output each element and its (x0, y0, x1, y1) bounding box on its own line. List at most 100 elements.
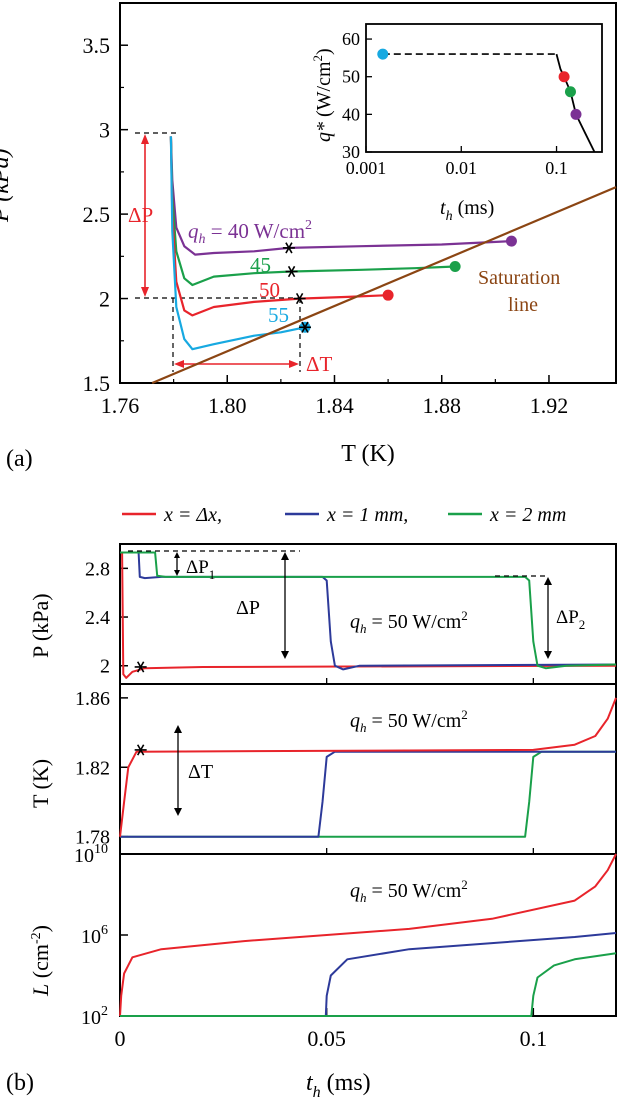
inset-ylabel: q* (W/cm2) (310, 48, 335, 142)
panel-b-pressure-chart: 2 2.4 2.8 P (kPa) qh = 50 W/cm2 ΔP1 ΔP ΔP2 (28, 543, 617, 685)
panel-a-series-line-2 (169, 136, 389, 317)
delta-p-arrowhead-down (141, 287, 149, 297)
delta-t-b-label: ΔT (188, 761, 213, 783)
vortex-xtick-label: 0.1 (520, 1026, 548, 1051)
delta-t-b-head-down (174, 808, 182, 816)
inset-point-2 (564, 86, 576, 98)
delta-p-b-head-down (281, 651, 289, 659)
legend-label-1: x = 1 mm, (326, 504, 408, 526)
inset-point-0 (377, 48, 389, 60)
panel-a-star-1-stroke (287, 265, 296, 278)
vortex-series-line-2 (120, 952, 617, 1017)
panel-a-xtick-label: 1.88 (422, 393, 461, 418)
vortex-qh-label: qh = 50 W/cm2 (350, 877, 468, 905)
panel-a-xtick-label: 1.76 (101, 393, 140, 418)
panel-b-label: (b) (6, 1070, 34, 1096)
pressure-ytick-label: 2 (100, 656, 110, 678)
temperature-ylabel: T (K) (28, 759, 53, 808)
panel-a-ytick-label: 1.5 (83, 371, 111, 396)
panel-b-legend: x = Δx, x = 1 mm, x = 2 mm (122, 504, 566, 526)
pressure-star-stroke (136, 661, 145, 673)
qh-45-label: 45 (250, 253, 271, 277)
delta-p-arrowhead-up (141, 134, 149, 144)
delta-p-label: ΔP (128, 203, 153, 227)
qh-40-label: qh = 40 W/cm2 (188, 218, 312, 247)
panel-a-star-3-stroke (301, 321, 309, 333)
delta-t-b-head-up (174, 725, 182, 733)
delta-p-b-head-up (281, 552, 289, 560)
panel-a-ytick-label: 3 (99, 118, 110, 143)
vortex-ytick-label: 102 (81, 1004, 108, 1029)
panel-a-ytick-label: 2 (99, 287, 110, 312)
vortex-ytick-label: 106 (81, 923, 108, 948)
panel-a-series-line-0 (169, 136, 512, 256)
legend-label-2: x = 2 mm (489, 504, 566, 526)
panel-a-ylabel: P (kPa) (0, 148, 14, 223)
panel-a-xtick-label: 1.92 (530, 393, 569, 418)
vortex-xtick-label: 0 (115, 1026, 126, 1051)
delta-p2-head-up (544, 577, 552, 585)
panel-b-vortex-chart: 102 106 1010 0 0.05 0.1 L (cm-2) qh = 50 W/cm… (6, 842, 617, 1101)
pressure-series-line-1 (120, 551, 617, 671)
panel-a-xtick-label: 1.84 (315, 393, 354, 418)
delta-p2-head-down (544, 651, 552, 659)
inset-ytick-label: 50 (342, 67, 360, 87)
inset-xtick-label: 0.001 (346, 158, 387, 178)
temperature-qh-label: qh = 50 W/cm2 (350, 707, 468, 735)
legend-label-0: x = Δx, (163, 504, 222, 526)
temperature-series-line-1 (120, 750, 616, 838)
panel-a-main-chart: 1.761.801.841.881.921.522.533.5 P (kPa) … (0, 2, 617, 472)
inset-xtick-label: 0.01 (446, 158, 478, 178)
vortex-series-line-0 (119, 853, 617, 1017)
panel-a-xtick-label: 1.80 (208, 393, 247, 418)
saturation-label-line1: Saturation (478, 267, 560, 289)
temperature-series-line-2 (119, 697, 617, 837)
panel-a-saturation-point-0 (505, 235, 517, 247)
pressure-series-line-0 (120, 551, 617, 679)
qh-50-label: 50 (259, 278, 280, 302)
inset-ytick-label: 30 (342, 142, 360, 162)
vortex-xtick-label: 0.05 (307, 1026, 346, 1051)
panel-a-series-line-4 (151, 186, 617, 385)
inset-xtick-label: 0.1 (545, 158, 568, 178)
panel-a-xlabel: T (K) (341, 441, 395, 467)
panel-a-saturation-point-1 (449, 260, 461, 272)
pressure-ylabel: P (kPa) (28, 593, 53, 658)
panel-a-series-line-1 (169, 136, 456, 287)
panel-a-label: (a) (6, 446, 33, 472)
panel-b-temperature-chart: 1.78 1.82 1.86 T (K) qh = 50 W/cm2 ΔT (28, 683, 617, 855)
temperature-star-stroke (136, 744, 145, 756)
delta-t-label: ΔT (306, 352, 333, 376)
saturation-label-line2: line (508, 294, 538, 316)
pressure-series-line-2 (120, 551, 617, 670)
delta-t-arrowhead-right (289, 360, 299, 368)
pressure-ytick-label: 2.4 (85, 607, 110, 629)
panel-a-inset-chart: 0.001 0.01 0.1 30 40 50 60 q* (W/cm2) th (ms) (310, 23, 603, 224)
delta-p-b-label: ΔP (236, 597, 260, 619)
inset-ytick-label: 60 (342, 29, 360, 49)
delta-t-arrowhead-left (174, 360, 184, 368)
panel-a-ytick-label: 2.5 (83, 202, 111, 227)
inset-point-1 (558, 71, 570, 83)
inset-ytick-label: 40 (342, 104, 360, 124)
temperature-ytick-label: 1.86 (75, 688, 110, 710)
panel-a-axes-frame (119, 2, 617, 384)
panel-a-star-2-stroke (295, 292, 304, 305)
qh-55-label: 55 (268, 303, 289, 327)
delta-p2-label: ΔP2 (556, 607, 585, 632)
vortex-xlabel: th (ms) (306, 1070, 371, 1101)
pressure-qh-label: qh = 50 W/cm2 (350, 608, 468, 636)
vortex-ytick-label: 1010 (74, 842, 108, 867)
panel-a-star-0-stroke (285, 242, 293, 254)
panel-a-ytick-label: 3.5 (83, 33, 111, 58)
delta-p1-head-up (174, 552, 180, 558)
panel-a-saturation-point-2 (382, 289, 394, 301)
inset-point-3 (570, 108, 582, 120)
pressure-ytick-label: 2.8 (85, 558, 110, 580)
temperature-ytick-label: 1.78 (75, 827, 110, 849)
inset-xlabel: th (ms) (440, 197, 494, 224)
delta-p1-label: ΔP1 (186, 557, 215, 582)
temperature-ytick-label: 1.82 (75, 757, 110, 779)
